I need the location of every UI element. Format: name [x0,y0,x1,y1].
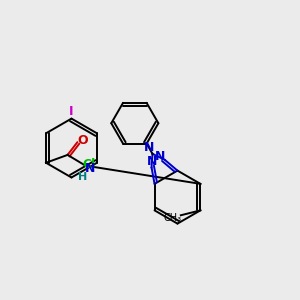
Text: I: I [69,105,74,118]
Text: N: N [85,162,95,175]
Text: N: N [146,155,157,168]
Text: H: H [78,172,87,182]
Text: N: N [154,151,165,164]
Text: O: O [77,134,88,147]
Text: CH₃: CH₃ [164,213,182,223]
Text: N: N [144,141,154,154]
Text: Cl: Cl [82,158,96,171]
